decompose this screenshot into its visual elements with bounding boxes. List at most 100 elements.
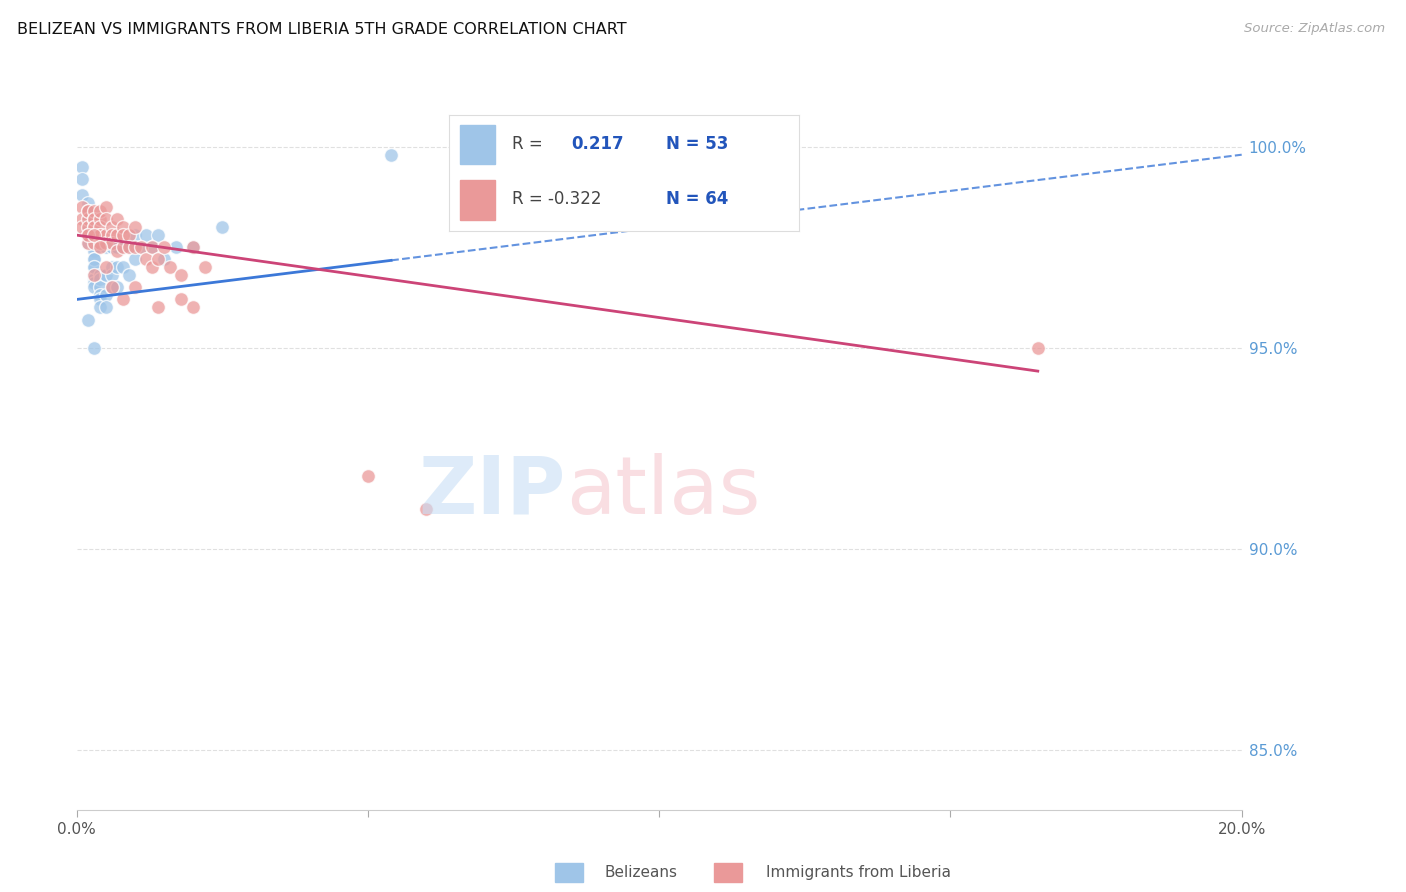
Point: [146, 228, 169, 243]
Point: [77, 228, 100, 243]
Point: [105, 244, 128, 259]
Point: [72, 212, 94, 227]
Point: [100, 268, 122, 283]
Text: BELIZEAN VS IMMIGRANTS FROM LIBERIA 5TH GRADE CORRELATION CHART: BELIZEAN VS IMMIGRANTS FROM LIBERIA 5TH …: [17, 22, 627, 37]
Point: [89, 220, 111, 235]
Point: [89, 280, 111, 294]
Point: [135, 252, 157, 267]
Point: [105, 240, 128, 254]
Point: [83, 277, 105, 291]
Point: [159, 260, 181, 275]
Point: [94, 240, 117, 254]
Point: [129, 240, 152, 254]
Point: [194, 260, 217, 275]
Point: [129, 240, 152, 254]
Point: [357, 469, 380, 483]
Point: [83, 228, 105, 243]
Point: [170, 268, 193, 283]
Point: [83, 220, 105, 235]
Point: [118, 240, 141, 254]
Point: [77, 196, 100, 211]
Point: [77, 204, 100, 219]
Point: [77, 312, 100, 326]
Point: [100, 280, 122, 294]
Text: ZIP: ZIP: [419, 452, 565, 531]
Point: [83, 341, 105, 355]
Point: [112, 228, 135, 243]
Point: [77, 204, 100, 219]
Point: [83, 220, 105, 235]
Point: [100, 260, 122, 275]
Point: [94, 200, 117, 214]
Point: [112, 220, 135, 235]
Point: [83, 228, 105, 243]
Point: [146, 252, 169, 267]
Point: [181, 240, 204, 254]
Text: atlas: atlas: [565, 452, 761, 531]
Point: [112, 293, 135, 307]
Text: Belizeans: Belizeans: [605, 865, 678, 880]
Point: [83, 244, 105, 259]
Point: [83, 228, 105, 243]
Point: [89, 272, 111, 286]
Point: [89, 236, 111, 251]
Point: [124, 240, 146, 254]
Point: [415, 501, 437, 516]
Point: [89, 204, 111, 219]
Point: [83, 204, 105, 219]
Point: [105, 280, 128, 294]
Point: [89, 268, 111, 283]
Point: [100, 220, 122, 235]
Point: [153, 240, 176, 254]
Point: [105, 212, 128, 227]
Point: [89, 228, 111, 243]
Point: [83, 268, 105, 283]
Point: [77, 236, 100, 251]
Point: [100, 240, 122, 254]
Point: [89, 293, 111, 307]
Point: [124, 252, 146, 267]
Point: [94, 260, 117, 275]
Point: [1026, 341, 1049, 355]
Point: [141, 260, 163, 275]
Point: [72, 188, 94, 202]
Point: [77, 220, 100, 235]
Point: [94, 288, 117, 302]
Point: [118, 228, 141, 243]
Point: [124, 220, 146, 235]
Point: [83, 260, 105, 275]
Point: [165, 240, 187, 254]
Point: [89, 212, 111, 227]
Text: Source: ZipAtlas.com: Source: ZipAtlas.com: [1244, 22, 1385, 36]
Point: [89, 288, 111, 302]
Point: [135, 228, 157, 243]
Point: [105, 260, 128, 275]
Point: [89, 228, 111, 243]
Point: [83, 252, 105, 267]
Point: [83, 240, 105, 254]
Point: [83, 272, 105, 286]
Point: [89, 240, 111, 254]
Point: [181, 240, 204, 254]
Point: [89, 301, 111, 315]
Point: [181, 301, 204, 315]
Point: [83, 236, 105, 251]
Point: [118, 268, 141, 283]
Point: [100, 236, 122, 251]
Point: [77, 228, 100, 243]
Point: [72, 171, 94, 186]
Point: [94, 301, 117, 315]
Point: [83, 280, 105, 294]
Point: [153, 252, 176, 267]
Point: [100, 228, 122, 243]
Point: [124, 228, 146, 243]
Point: [94, 212, 117, 227]
Point: [77, 220, 100, 235]
Point: [380, 147, 402, 161]
Point: [83, 212, 105, 227]
Point: [94, 236, 117, 251]
Point: [72, 200, 94, 214]
Point: [124, 280, 146, 294]
Point: [77, 236, 100, 251]
Point: [83, 268, 105, 283]
